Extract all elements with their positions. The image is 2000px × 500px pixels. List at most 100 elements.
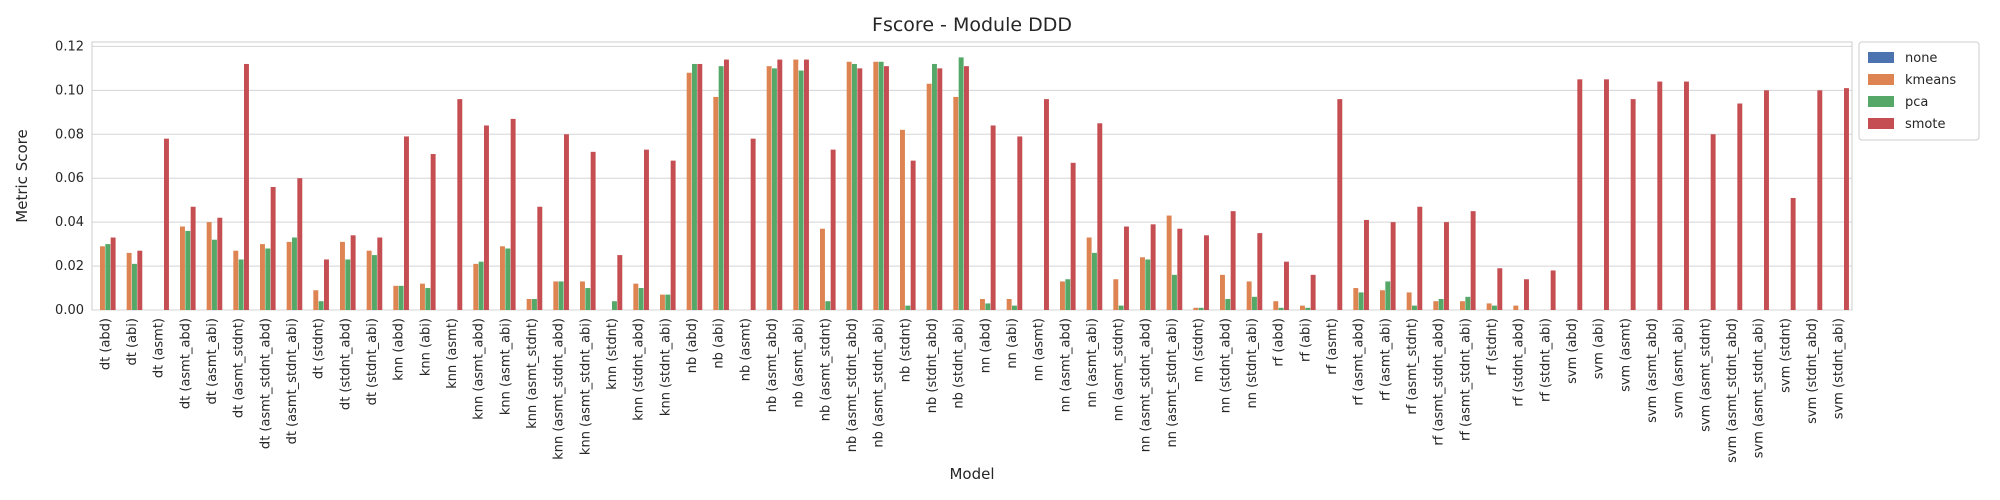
bar-kmeans [660,294,665,310]
bar-pca [1145,259,1151,310]
x-tick-label: knn (asmt_abd) [472,318,487,420]
x-tick-label: rf (stdnt_abi) [1538,318,1553,402]
bar-smote [857,68,863,310]
bar-smote [537,206,543,310]
x-tick-label: nb (stdnt) [898,318,913,382]
bar-smote [1310,274,1316,310]
bar-pca [585,288,591,310]
bar-kmeans [1166,215,1172,310]
bars [100,57,1849,311]
bar-kmeans [1273,301,1279,310]
x-tick-label: knn (asmt_stdnt_abd) [552,318,567,460]
bar-pca [718,66,724,310]
bar-pca [852,63,857,311]
bar-kmeans [926,83,932,310]
bar-kmeans [980,299,985,310]
bar-pca [665,294,671,310]
bar-kmeans [500,246,505,310]
bar-pca [238,259,244,310]
bar-smote [1284,261,1289,310]
bar-smote [724,59,729,311]
bar-kmeans [900,129,905,310]
x-tick-label: svm (stdnt_abd) [1805,318,1820,424]
x-tick-label: svm (stdnt_abi) [1832,318,1847,419]
gridlines [92,45,1852,311]
bar-pca [185,230,191,310]
bar-pca [1252,296,1257,310]
bar-pca [558,281,564,310]
bar-kmeans [1006,299,1012,310]
x-tick-label: knn (abi) [418,318,433,376]
bar-pca [345,259,351,310]
bar-smote [1497,268,1503,310]
bar-smote [1817,90,1823,310]
legend-label-none: none [1905,51,1937,66]
bar-kmeans [713,96,719,310]
bar-kmeans [1513,305,1519,310]
legend: none kmeans pca smote [1858,41,1980,141]
bar-smote [697,63,703,311]
x-tick-label: nb (asmt_stdnt_abd) [845,318,860,452]
x-tick-label: rf (stdnt) [1485,318,1500,376]
bar-kmeans [180,226,185,310]
bar-kmeans [686,72,692,311]
y-axis-label: Metric Score [13,129,31,222]
bar-pca [878,61,884,310]
bar-smote [1230,211,1236,310]
x-tick-label: knn (stdnt_abi) [658,318,673,416]
bar-smote [1124,226,1129,310]
bar-smote [1444,222,1449,310]
bar-smote [164,138,169,310]
bar-smote [750,138,756,310]
bar-pca [825,301,831,310]
bar-smote [1044,99,1049,311]
bar-smote [1337,99,1343,311]
legend-label-pca: pca [1905,95,1928,110]
y-tick-label: 0.06 [55,171,84,186]
bar-smote [1257,233,1263,310]
bar-pca [212,239,217,310]
bar-smote [377,237,383,310]
bar-smote [350,235,356,310]
legend-swatch-kmeans [1868,74,1894,85]
legend-swatch-smote [1868,118,1894,129]
x-tick-label: nb (asmt_stdnt) [818,318,833,421]
bar-kmeans [1300,305,1305,310]
bar-pca [292,237,297,310]
x-tick-label: svm (abd) [1565,318,1580,384]
bar-kmeans [526,299,532,310]
bar-kmeans [1140,257,1145,310]
x-tick-label: nn (asmt_abd) [1058,318,1073,412]
bar-pca [1385,281,1391,310]
x-tick-label: dt (abd) [98,318,113,370]
bar-smote [1017,136,1023,310]
bar-kmeans [793,59,799,311]
bar-kmeans [1246,281,1252,310]
bar-smote [804,59,809,311]
bar-pca [1465,296,1471,310]
bar-pca [1225,299,1231,310]
x-tick-label: knn (asmt_stdnt) [525,318,540,429]
bar-kmeans [1380,290,1385,310]
bar-pca [105,244,111,310]
bar-smote [1577,79,1583,310]
x-tick-label: knn (asmt_stdnt_abi) [578,318,593,455]
bar-smote [617,255,623,310]
x-tick-label: dt (asmt_stdnt) [232,318,247,418]
bar-smote [1604,79,1609,310]
bar-kmeans [260,244,265,310]
bar-smote [1844,88,1849,310]
bar-pca [1438,299,1444,310]
y-tick-label: 0.04 [55,215,84,230]
bar-kmeans [340,241,345,310]
bar-pca [1305,307,1311,310]
x-tick-label: svm (asmt_stdnt_abi) [1752,318,1767,458]
bar-smote [510,118,516,310]
bar-kmeans [953,96,959,310]
bar-kmeans [1406,292,1412,310]
bar-smote [990,125,996,311]
x-tick-label: nb (abd) [685,318,700,373]
bar-kmeans [1193,307,1199,310]
bar-smote [1657,81,1663,310]
bar-smote [1710,134,1716,310]
